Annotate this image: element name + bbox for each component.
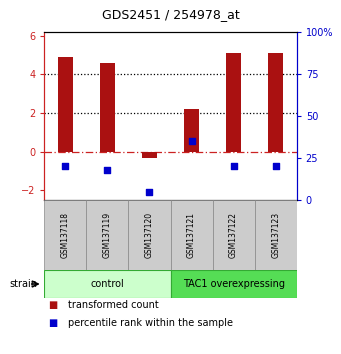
Point (273, 164, 278, 169)
Text: GSM137121: GSM137121 (187, 212, 196, 258)
Bar (86, 200, 129, 270)
Bar (58, 57, 73, 152)
Point (147, 189, 152, 194)
Bar (268, 53, 283, 152)
Point (231, 164, 236, 169)
Bar (255, 200, 297, 270)
Point (105, 167, 110, 173)
Point (189, 138, 194, 144)
Bar (170, 270, 297, 298)
Text: GSM137120: GSM137120 (145, 212, 154, 258)
Text: GSM137118: GSM137118 (61, 212, 70, 258)
Text: GDS2451 / 254978_at: GDS2451 / 254978_at (102, 8, 239, 21)
Text: control: control (91, 279, 124, 289)
Text: TAC1 overexpressing: TAC1 overexpressing (182, 279, 285, 289)
Bar (100, 63, 115, 152)
Bar (129, 200, 170, 270)
Point (63, 164, 68, 169)
Text: GSM137119: GSM137119 (103, 212, 112, 258)
Text: percentile rank within the sample: percentile rank within the sample (68, 318, 233, 328)
Bar (212, 200, 255, 270)
Text: ■: ■ (48, 300, 57, 310)
Bar (184, 109, 199, 152)
Text: transformed count: transformed count (68, 300, 159, 310)
Text: GSM137123: GSM137123 (271, 212, 280, 258)
Bar (44, 200, 86, 270)
Text: ■: ■ (48, 318, 57, 328)
Bar (142, 152, 157, 158)
Bar (44, 270, 170, 298)
Bar (226, 53, 241, 152)
Text: GSM137122: GSM137122 (229, 212, 238, 258)
Bar (170, 200, 212, 270)
Text: strain: strain (10, 279, 38, 289)
